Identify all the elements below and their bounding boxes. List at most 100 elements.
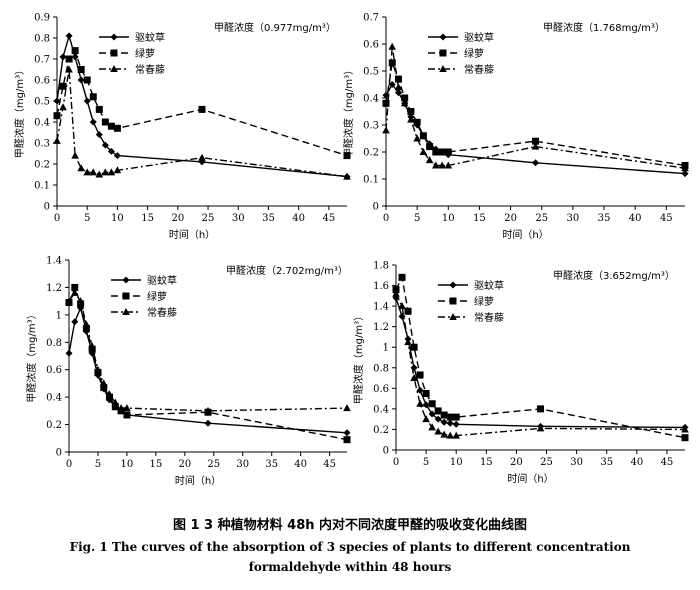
y-tick-label: 0.2 [363,148,379,159]
series-line-2 [68,286,348,441]
data-point [416,399,424,407]
y-tick-label: 1.2 [373,322,389,333]
data-point [382,91,390,99]
legend-label-3: 常春藤 [147,306,177,319]
data-point [53,97,61,105]
y-axis-label: 甲醛浓度（mg/m³） [25,309,38,402]
y-tick-label: 0 [383,446,389,457]
y-tick-label: 0 [56,448,62,459]
data-point [388,59,396,67]
data-point [117,404,125,412]
data-point [71,53,79,61]
data-point [394,75,402,83]
legend-label-1: 驱蚊草 [135,31,165,44]
x-tick-label: 10 [450,457,463,468]
x-tick-label: 25 [535,213,548,224]
data-point [434,427,442,435]
data-point [89,118,97,126]
data-point [432,148,440,156]
data-point [111,398,120,406]
series-line-2 [385,62,686,167]
data-point [82,320,91,328]
data-point [404,307,412,315]
y-tick-label: 0.2 [34,160,50,171]
data-point [410,343,418,351]
legend-label-3: 常春藤 [135,63,165,76]
data-point [382,99,390,107]
x-tick-label: 40 [292,213,305,224]
y-tick-label: 0.5 [34,97,50,108]
data-point [422,415,430,423]
data-point [428,423,436,431]
data-point [59,82,67,90]
data-point [452,420,460,428]
data-point [343,172,351,180]
data-point [99,379,108,387]
data-point [83,97,91,105]
y-tick-label: 1.4 [373,302,389,313]
y-tick-label: 0.4 [363,94,379,105]
y-tick-label: 0.4 [46,393,62,404]
data-point [440,411,448,419]
data-point [438,161,446,169]
data-point [95,105,103,113]
data-point [65,32,73,40]
data-point [388,81,396,88]
data-point [71,318,79,326]
data-point [71,283,79,291]
legend-label-3: 常春藤 [464,63,494,76]
figure-caption-chinese: 图 1 3 种植物材料 48h 内对不同浓度甲醛的吸收变化曲线图 [172,518,528,533]
data-point [198,153,206,161]
x-tick-label: 35 [600,457,613,468]
x-tick-label: 5 [423,457,429,468]
legend-marker-3 [449,313,457,320]
x-axis-label: 时间（h） [169,228,215,241]
x-tick-label: 10 [442,213,455,224]
data-point [71,151,79,159]
data-point [416,386,424,394]
data-point [531,142,540,150]
y-tick-label: 0.1 [34,181,50,192]
x-tick-label: 0 [393,457,399,468]
y-tick-label: 0.2 [373,425,389,436]
y-tick-label: 0.6 [46,365,62,376]
chart-panel-1: 0 0.1 0.2 0.3 0.4 0.5 0.6 0.7 0.8 0.9 0 5 10 15 20 25 30… [13,13,351,241]
data-point [101,168,110,176]
data-point [407,115,415,123]
data-point [113,152,121,160]
x-tick-label: 40 [629,213,642,224]
y-tick-label: 0.4 [34,118,50,129]
y-tick-label: 0.5 [363,67,379,78]
series-line-2 [56,49,348,157]
data-point [101,118,109,126]
x-tick-label: 45 [323,459,336,470]
data-point [536,424,545,432]
data-point [413,118,421,126]
data-point [398,273,406,281]
x-tick-label: 35 [262,213,275,224]
data-point [428,400,436,408]
data-point [446,431,454,439]
y-tick-label: 1 [56,310,62,321]
y-tick-label: 1.4 [46,256,62,267]
data-point [77,66,85,73]
y-tick-label: 0.7 [363,13,379,24]
x-tick-label: 5 [95,459,101,470]
legend-marker-2 [110,49,118,57]
x-tick-label: 10 [121,459,134,470]
x-tick-label: 35 [598,213,611,224]
data-point [537,405,544,413]
data-point [681,434,689,442]
data-point [77,76,85,84]
y-axis-label: 甲醛浓度（mg/m³） [352,311,365,404]
legend-marker-2 [122,292,130,300]
data-point [404,338,412,346]
data-point [59,53,67,61]
y-tick-label: 0.4 [373,404,389,415]
data-point [113,124,121,132]
y-tick-label: 0.7 [34,55,50,66]
x-tick-label: 40 [630,457,643,468]
data-point [89,93,97,101]
legend-label-2: 绿萝 [147,290,167,303]
x-tick-label: 20 [178,459,191,470]
